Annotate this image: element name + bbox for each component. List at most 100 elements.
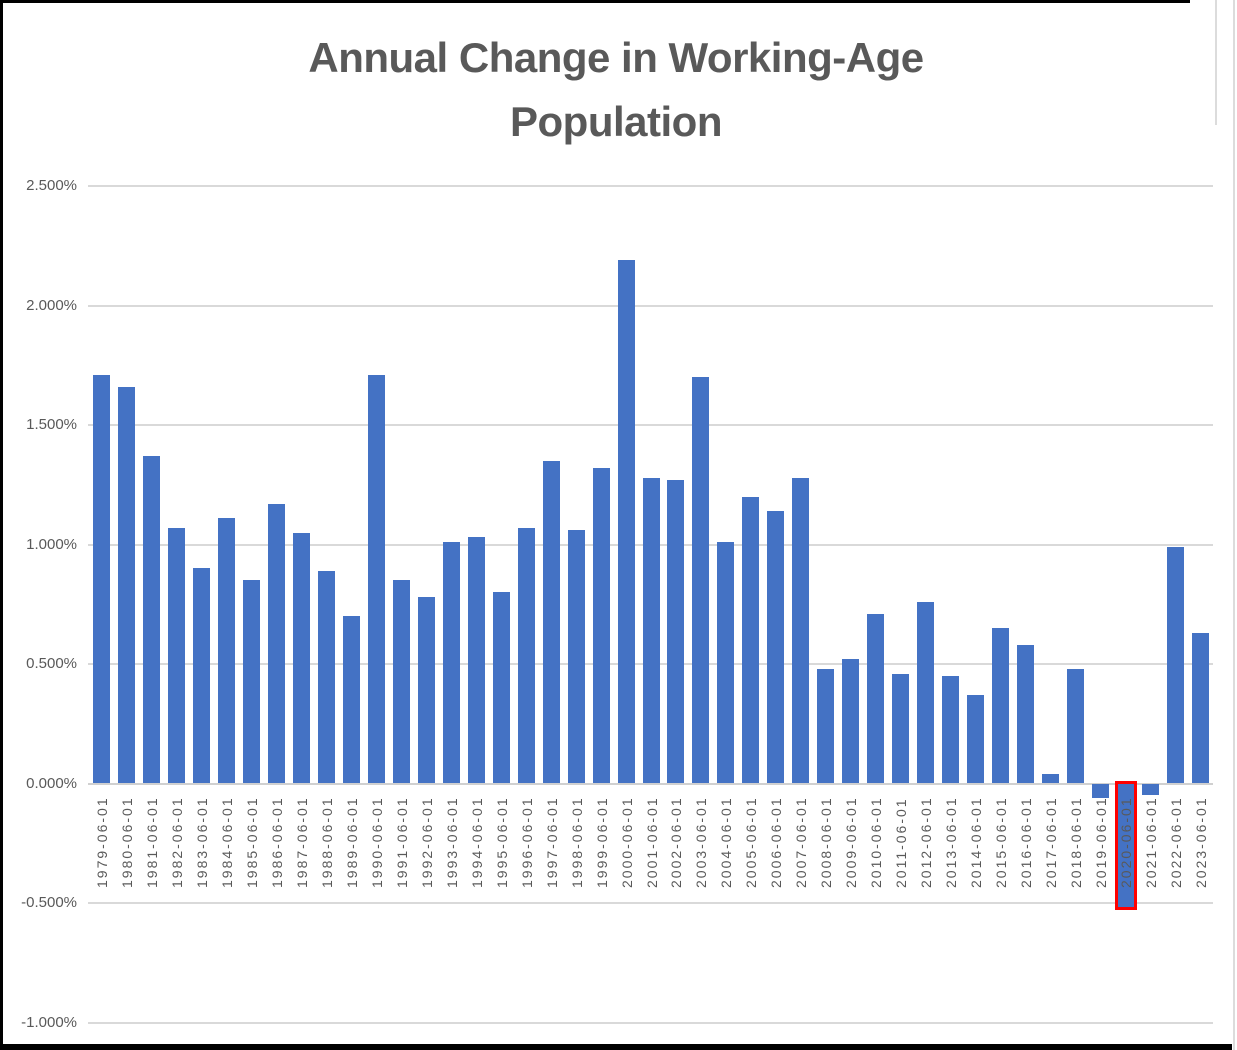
x-tick-label-text: 1981-06-01 xyxy=(143,796,160,888)
x-tick-label-1979-06-01: 1979-06-01 xyxy=(93,788,110,888)
bar-1996-06-01 xyxy=(517,527,535,784)
x-tick-label-2017-06-01: 2017-06-01 xyxy=(1042,788,1059,888)
x-tick-label-1984-06-01: 1984-06-01 xyxy=(218,788,235,888)
x-tick-label-text: 2008-06-01 xyxy=(818,796,835,888)
x-tick-label-1985-06-01: 1985-06-01 xyxy=(243,788,260,888)
x-tick-label-text: 2009-06-01 xyxy=(843,796,860,888)
y-tick-label: 0.500% xyxy=(26,655,77,672)
bar-2002-06-01 xyxy=(667,479,685,784)
bar-1990-06-01 xyxy=(367,374,385,784)
y-tick-label: -0.500% xyxy=(21,894,77,911)
x-tick-label-text: 1979-06-01 xyxy=(93,796,110,888)
x-tick-label-text: 2007-06-01 xyxy=(793,796,810,888)
bar-1989-06-01 xyxy=(342,616,360,784)
gridline xyxy=(88,902,1213,904)
x-tick-label-text: 1983-06-01 xyxy=(193,796,210,888)
x-tick-label-2019-06-01: 2019-06-01 xyxy=(1092,788,1109,888)
x-tick-label-text: 2006-06-01 xyxy=(768,796,785,888)
y-tick-label: 2.500% xyxy=(26,177,77,194)
chart-title-line-1: Annual Change in Working-Age xyxy=(308,34,924,81)
bar-2005-06-01 xyxy=(742,496,760,784)
x-tick-label-text: 1993-06-01 xyxy=(443,796,460,888)
x-tick-label-2023-06-01: 2023-06-01 xyxy=(1192,788,1209,888)
x-tick-label-text: 2017-06-01 xyxy=(1043,796,1060,888)
bar-1988-06-01 xyxy=(317,570,335,784)
x-tick-label-2013-06-01: 2013-06-01 xyxy=(942,788,959,888)
x-tick-label-text: 2001-06-01 xyxy=(643,796,660,888)
x-tick-label-1999-06-01: 1999-06-01 xyxy=(593,788,610,888)
bar-1987-06-01 xyxy=(292,532,310,784)
bar-1980-06-01 xyxy=(117,386,135,784)
x-tick-label-1992-06-01: 1992-06-01 xyxy=(418,788,435,888)
x-tick-label-1989-06-01: 1989-06-01 xyxy=(343,788,360,888)
x-tick-label-1997-06-01: 1997-06-01 xyxy=(543,788,560,888)
bar-2014-06-01 xyxy=(967,695,985,784)
x-tick-label-text: 1988-06-01 xyxy=(318,796,335,888)
x-tick-label-text: 2015-06-01 xyxy=(993,796,1010,888)
bar-1979-06-01 xyxy=(92,374,110,784)
bar-2009-06-01 xyxy=(842,659,860,784)
bar-1994-06-01 xyxy=(467,537,485,784)
x-tick-label-1993-06-01: 1993-06-01 xyxy=(443,788,460,888)
x-tick-label-1996-06-01: 1996-06-01 xyxy=(518,788,535,888)
gridline xyxy=(88,304,1213,307)
bar-2013-06-01 xyxy=(942,675,960,784)
x-tick-label-text: 1990-06-01 xyxy=(368,796,385,888)
bar-2011-06-01 xyxy=(892,673,910,784)
x-tick-label-2022-06-01: 2022-06-01 xyxy=(1167,788,1184,888)
bar-1985-06-01 xyxy=(242,580,260,784)
bar-2000-06-01 xyxy=(617,260,635,784)
x-tick-label-1980-06-01: 1980-06-01 xyxy=(118,788,135,888)
x-tick-label-2021-06-01: 2021-06-01 xyxy=(1142,788,1159,888)
bar-2019-06-01 xyxy=(1092,783,1110,798)
x-tick-label-text: 2021-06-01 xyxy=(1143,796,1160,888)
x-tick-label-text: 1980-06-01 xyxy=(118,796,135,888)
y-tick-label: 1.500% xyxy=(26,416,77,433)
bar-1983-06-01 xyxy=(192,568,210,784)
x-tick-label-2010-06-01: 2010-06-01 xyxy=(867,788,884,888)
x-tick-label-2011-06-01: 2011-06-01 xyxy=(892,788,909,888)
bar-1999-06-01 xyxy=(592,468,610,784)
bar-2007-06-01 xyxy=(792,477,810,784)
x-tick-label-text: 2023-06-01 xyxy=(1193,796,1209,888)
x-tick-label-1991-06-01: 1991-06-01 xyxy=(393,788,410,888)
x-tick-label-2018-06-01: 2018-06-01 xyxy=(1067,788,1084,888)
x-tick-label-text: 2014-06-01 xyxy=(968,796,985,888)
x-tick-label-1994-06-01: 1994-06-01 xyxy=(468,788,485,888)
x-tick-label-2016-06-01: 2016-06-01 xyxy=(1017,788,1034,888)
x-tick-label-text: 2012-06-01 xyxy=(918,796,935,888)
x-tick-label-text: 1982-06-01 xyxy=(168,796,185,888)
x-tick-label-text: 1997-06-01 xyxy=(543,796,560,888)
bar-2022-06-01 xyxy=(1167,546,1185,784)
bar-2018-06-01 xyxy=(1067,668,1085,784)
x-tick-label-text: 1994-06-01 xyxy=(468,796,485,888)
y-tick-label: 0.000% xyxy=(26,774,77,792)
x-tick-label-2000-06-01: 2000-06-01 xyxy=(618,788,635,888)
x-tick-label-2001-06-01: 2001-06-01 xyxy=(643,788,660,888)
x-tick-label-2009-06-01: 2009-06-01 xyxy=(842,788,859,888)
bar-2015-06-01 xyxy=(992,628,1010,784)
x-tick-label-2006-06-01: 2006-06-01 xyxy=(767,788,784,888)
x-tick-label-text: 1999-06-01 xyxy=(593,796,610,888)
x-tick-label-text: 2004-06-01 xyxy=(718,796,735,888)
x-tick-label-2008-06-01: 2008-06-01 xyxy=(817,788,834,888)
y-tick-label: 1.000% xyxy=(26,535,77,553)
bar-2008-06-01 xyxy=(817,668,835,784)
gridline xyxy=(88,424,1213,426)
x-tick-label-text: 2016-06-01 xyxy=(1018,796,1035,888)
x-tick-label-2015-06-01: 2015-06-01 xyxy=(992,788,1009,888)
bar-2006-06-01 xyxy=(767,511,785,784)
x-tick-label-2007-06-01: 2007-06-01 xyxy=(792,788,809,888)
x-tick-label-1982-06-01: 1982-06-01 xyxy=(168,788,185,888)
bar-1993-06-01 xyxy=(442,542,460,784)
y-tick-label: 2.000% xyxy=(26,296,77,314)
x-tick-label-2012-06-01: 2012-06-01 xyxy=(917,788,934,888)
bar-2012-06-01 xyxy=(917,601,935,784)
chart-title: Annual Change in Working-Age Population xyxy=(0,26,1232,154)
x-tick-label-2003-06-01: 2003-06-01 xyxy=(692,788,709,888)
gridline xyxy=(88,185,1213,187)
x-tick-label-text: 2003-06-01 xyxy=(693,796,710,888)
x-tick-label-text: 2010-06-01 xyxy=(868,796,885,888)
x-tick-label-text: 1992-06-01 xyxy=(418,796,435,888)
bar-2023-06-01 xyxy=(1192,632,1209,784)
